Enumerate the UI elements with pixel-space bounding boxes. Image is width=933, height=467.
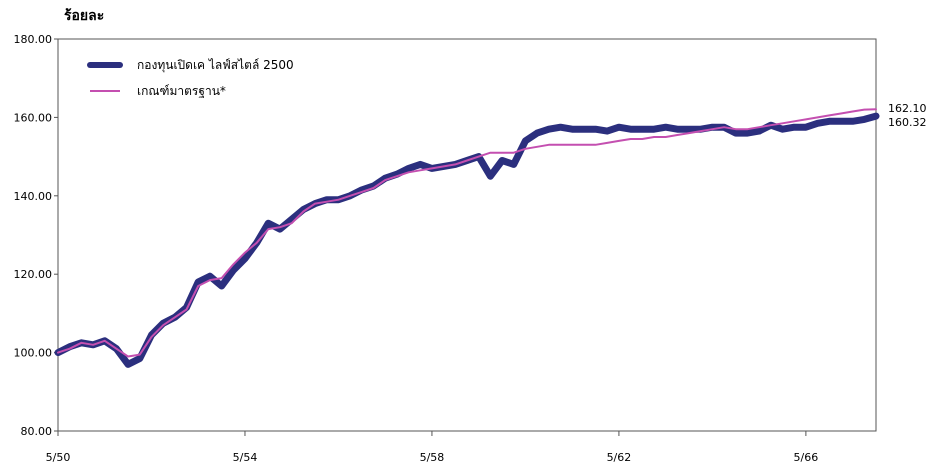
x-axis: 5/50 5/54 5/58 5/62 5/66 (46, 431, 819, 464)
series-layer (54, 108, 880, 368)
x-tick-label: 5/50 (46, 451, 71, 464)
y-tick-label: 140.00 (14, 190, 53, 203)
plot-area (57, 38, 877, 432)
y-tick-label: 180.00 (14, 33, 53, 46)
x-tick-label: 5/58 (420, 451, 445, 464)
legend-label-benchmark: เกณฑ์มาตรฐาน* (137, 84, 226, 98)
y-tick-label: 120.00 (14, 268, 53, 281)
legend-item-benchmark: เกณฑ์มาตรฐาน* (90, 84, 226, 98)
y-tick-label: 160.00 (14, 111, 53, 124)
y-axis: 180.00 160.00 140.00 120.00 100.00 80.00 (14, 33, 58, 438)
series-line-benchmark (57, 108, 877, 358)
series-line-fund (54, 112, 880, 368)
legend-label-fund: กองทุนเปิดเค ไลฟ์สไตล์ 2500 (137, 58, 294, 73)
legend-item-fund: กองทุนเปิดเค ไลฟ์สไตล์ 2500 (87, 58, 294, 73)
x-tick-label: 5/66 (794, 451, 819, 464)
x-tick-label: 5/54 (233, 451, 258, 464)
legend: กองทุนเปิดเค ไลฟ์สไตล์ 2500 เกณฑ์มาตรฐาน… (87, 58, 294, 98)
x-tick-label: 5/62 (607, 451, 632, 464)
end-label-benchmark: 162.10 (888, 102, 927, 115)
end-label-fund: 160.32 (888, 116, 927, 129)
y-axis-title: ร้อยละ (64, 8, 104, 24)
y-tick-label: 80.00 (21, 425, 53, 438)
y-tick-label: 100.00 (14, 347, 53, 360)
